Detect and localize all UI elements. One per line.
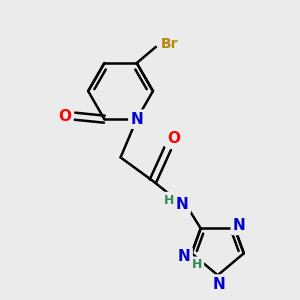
Text: Br: Br — [160, 37, 178, 51]
Text: H: H — [164, 194, 174, 207]
Text: N: N — [178, 249, 190, 264]
Text: N: N — [176, 197, 189, 212]
Text: O: O — [167, 131, 180, 146]
Text: O: O — [58, 109, 71, 124]
Text: N: N — [130, 112, 143, 127]
Text: H: H — [192, 258, 202, 272]
Text: N: N — [233, 218, 245, 233]
Text: N: N — [213, 277, 226, 292]
